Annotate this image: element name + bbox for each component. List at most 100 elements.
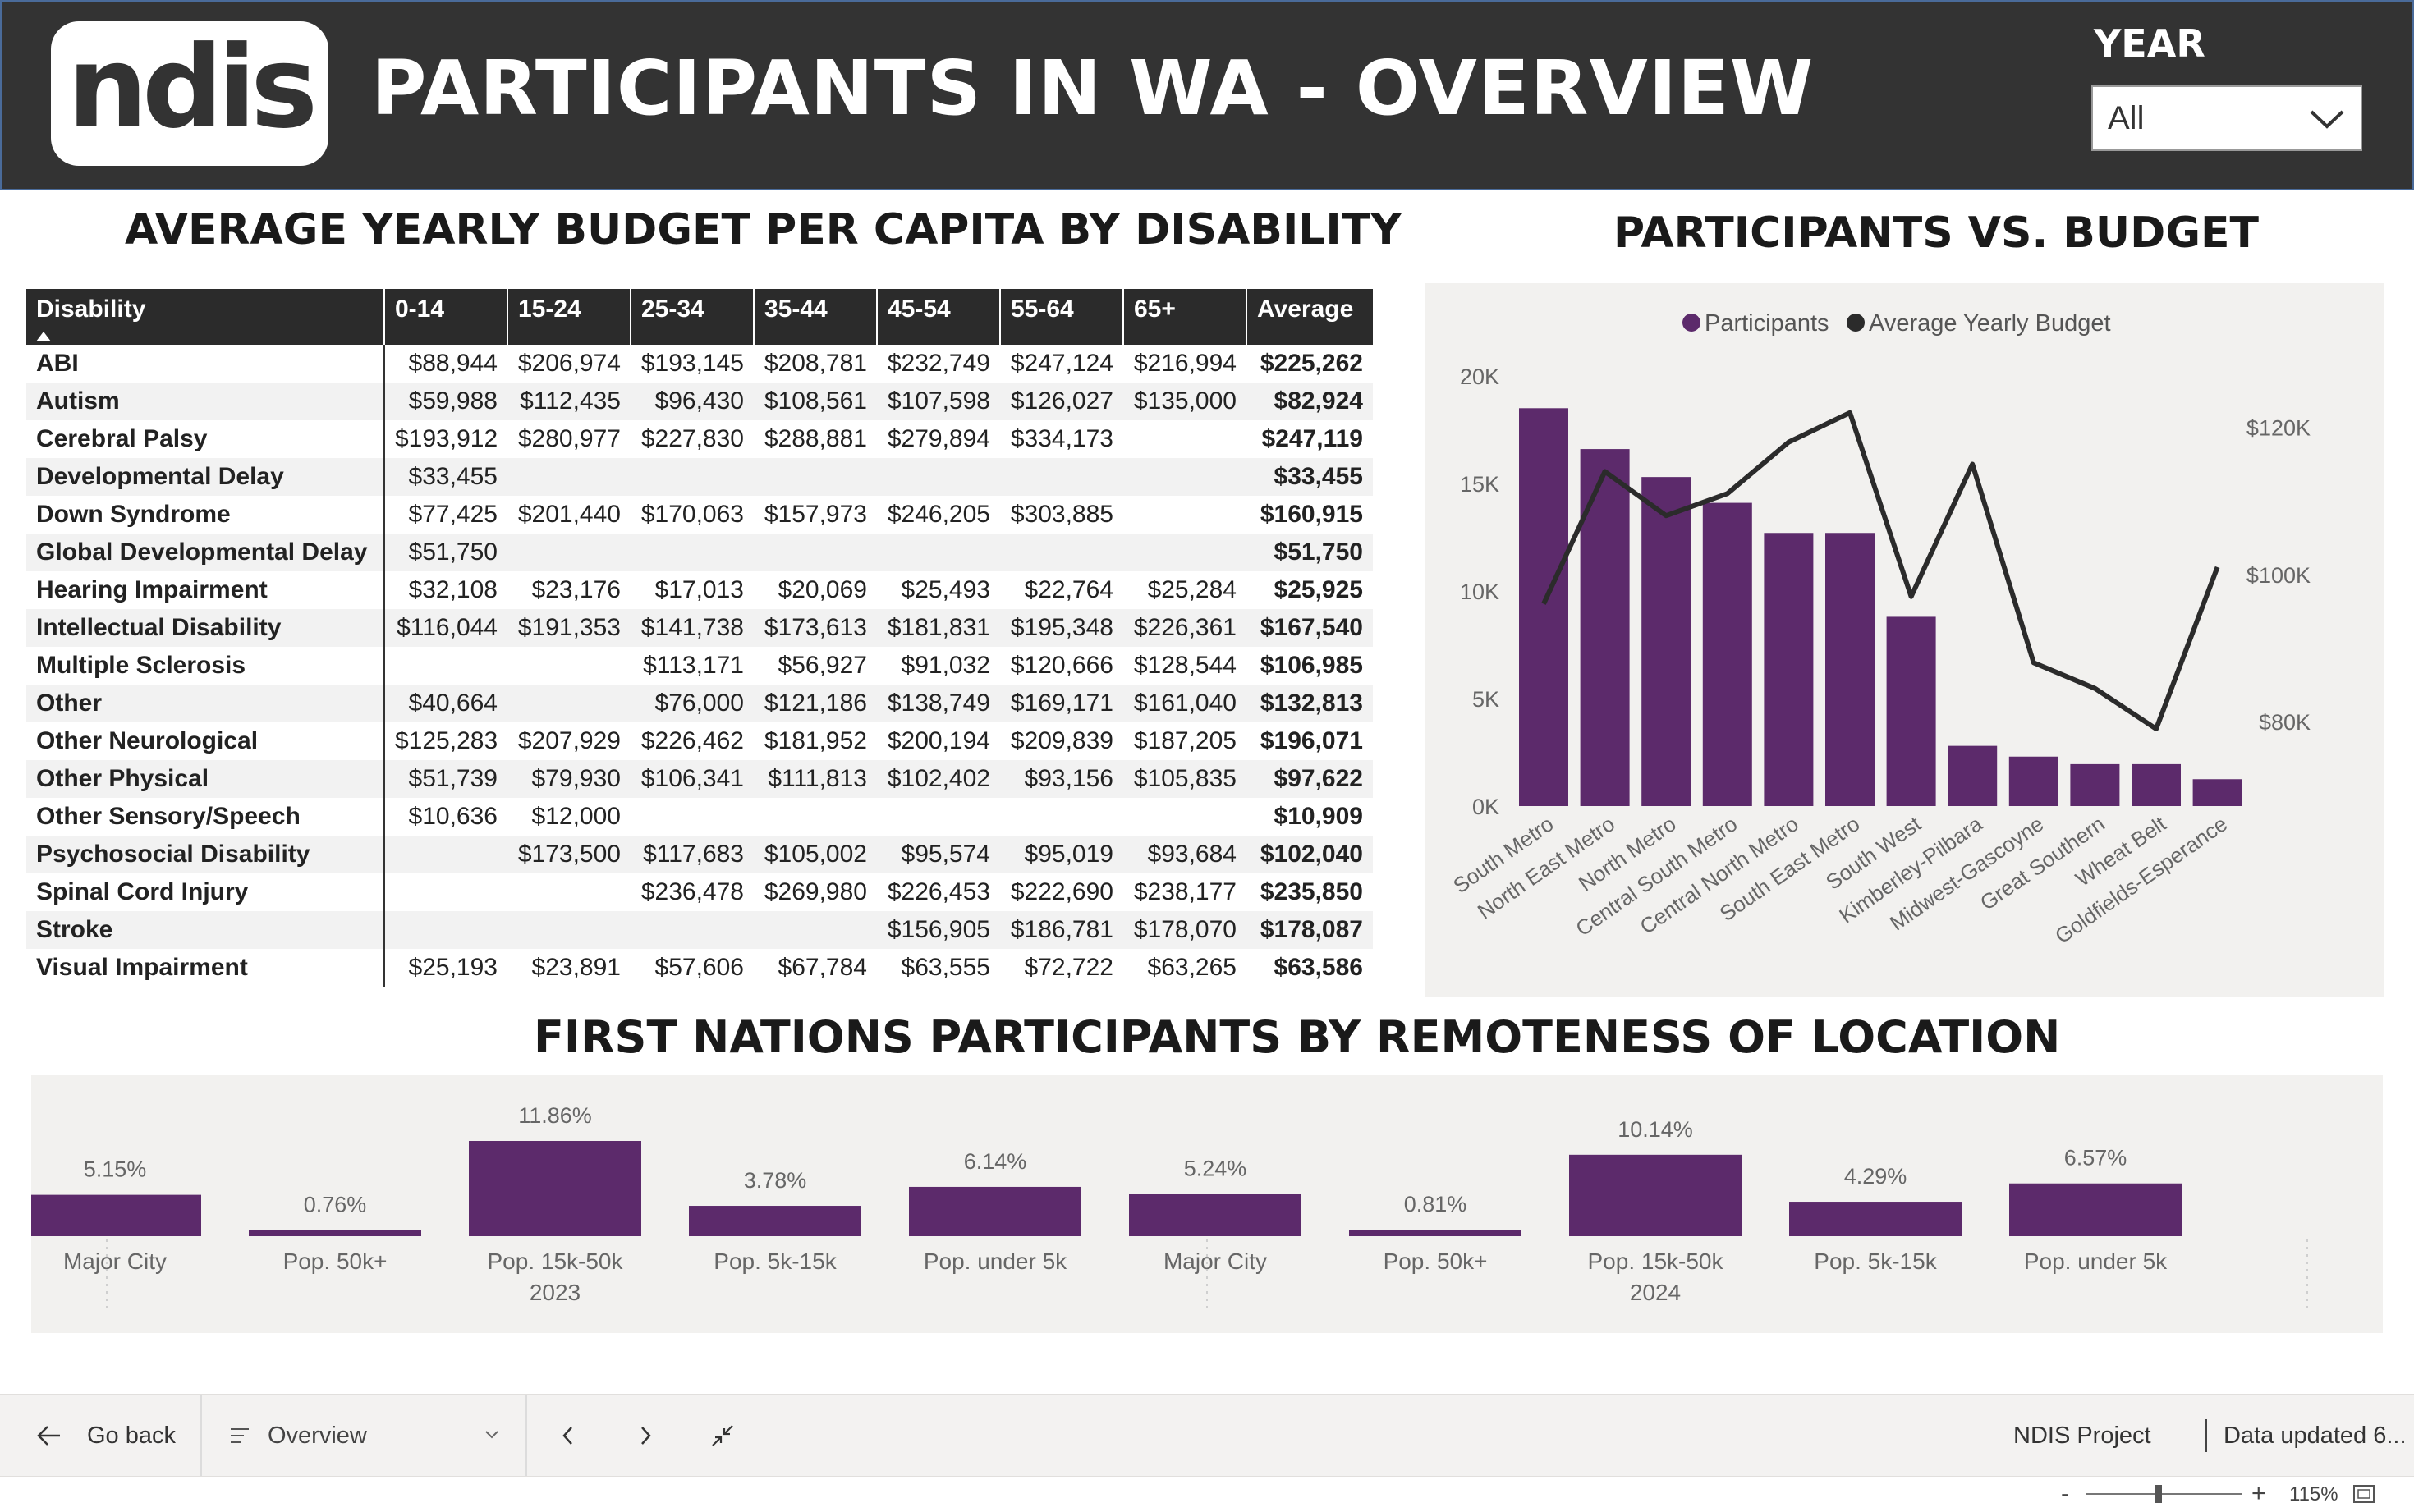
budget-cell: $23,891 <box>531 954 621 981</box>
previous-page-button[interactable] <box>552 1395 585 1477</box>
table-row[interactable]: Autism $59,988 $112,435 $96,430 $108,561 $107… <box>26 383 1373 420</box>
budget-cell: $59,988 <box>384 383 507 420</box>
first-nations-bar <box>1129 1194 1301 1236</box>
first-nations-bar <box>249 1230 421 1236</box>
table-row[interactable]: Psychosocial Disability $173,500 $117,683 $… <box>26 836 1373 873</box>
budget-cell: $201,440 <box>517 501 621 528</box>
chevron-right-icon <box>636 1424 654 1447</box>
collapse-icon <box>711 1424 734 1447</box>
report-navigation-bar: Go back Overview NDIS Project Data updat… <box>0 1394 2414 1477</box>
average-cell: $33,455 <box>1246 458 1373 496</box>
participants-bar <box>1580 449 1630 806</box>
disability-name-cell: Other Physical <box>26 760 385 798</box>
column-header[interactable]: 15-24 <box>507 289 631 345</box>
first-nations-remoteness-chart[interactable]: 5.15% Major City 0.76% Pop. 50k+ 11.86% Pop. … <box>29 1075 2383 1333</box>
chevron-down-icon <box>2306 99 2347 140</box>
budget-cell: $232,749 <box>887 350 990 377</box>
table-row[interactable]: Cerebral Palsy $193,912 $280,977 $227,830 $2… <box>26 420 1373 458</box>
budget-table-title: AVERAGE YEARLY BUDGET PER CAPITA BY DISA… <box>125 205 1402 254</box>
column-header[interactable]: Disability <box>26 289 384 345</box>
average-cell: $160,915 <box>1260 501 1363 528</box>
zoom-out-button[interactable]: - <box>2061 1480 2069 1507</box>
budget-cell: $206,974 <box>517 350 621 377</box>
budget-cell: $63,265 <box>1147 954 1237 981</box>
table-row[interactable]: Intellectual Disability $116,044 $191,353 $… <box>26 609 1373 647</box>
table-row[interactable]: Other Neurological $125,283 $207,929 $226,4… <box>26 722 1373 760</box>
next-page-button[interactable] <box>629 1395 662 1477</box>
budget-cell: $56,927 <box>778 652 867 679</box>
budget-cell <box>1000 458 1123 496</box>
budget-cell <box>754 458 877 496</box>
go-back-button[interactable]: Go back <box>36 1395 200 1477</box>
table-row[interactable]: Hearing Impairment $32,108 $23,176 $17,013 $… <box>26 571 1373 609</box>
column-header[interactable]: 25-34 <box>630 289 754 345</box>
budget-cell: $25,284 <box>1147 576 1237 603</box>
table-row[interactable]: Multiple Sclerosis $113,171 $56,927 $91,032… <box>26 647 1373 685</box>
remoteness-category-label: Pop. 15k-50k <box>1588 1249 1724 1274</box>
budget-cell: $112,435 <box>507 383 631 420</box>
budget-cell <box>1123 798 1246 836</box>
participants-bar <box>2132 763 2181 806</box>
budget-cell <box>1000 534 1123 571</box>
budget-cell: $187,205 <box>1133 727 1237 754</box>
table-row[interactable]: Other Physical $51,739 $79,930 $106,341 $111… <box>26 760 1373 798</box>
column-header[interactable]: 65+ <box>1122 289 1246 345</box>
budget-cell: $222,690 <box>1010 878 1113 905</box>
zoom-slider-thumb[interactable] <box>2155 1485 2163 1503</box>
average-cell: $247,119 <box>1261 425 1363 452</box>
table-row[interactable]: Developmental Delay $33,455 $33,455 <box>26 458 1373 496</box>
budget-cell <box>877 534 1000 571</box>
budget-cell: $106,341 <box>631 760 754 798</box>
left-axis-tick-label: 20K <box>1460 364 1499 389</box>
table-row[interactable]: Spinal Cord Injury $236,478 $269,980 $226,4… <box>26 873 1373 911</box>
budget-cell: $169,171 <box>1000 685 1123 722</box>
budget-cell: $280,977 <box>517 425 621 452</box>
table-row[interactable]: Visual Impairment $25,193 $23,891 $57,606 $6… <box>26 949 1373 987</box>
column-header[interactable]: 0-14 <box>383 289 507 345</box>
column-header[interactable]: Average <box>1246 289 1373 345</box>
right-axis-tick-label: $120K <box>2246 416 2311 441</box>
participants-bar <box>1519 408 1568 806</box>
table-row[interactable]: ABI $88,944 $206,974 $193,145 $208,781 $232,7… <box>26 345 1373 383</box>
disability-name-cell: Visual Impairment <box>26 949 385 987</box>
participants-vs-budget-chart[interactable]: Participants Average Yearly Budget 0K 5K 10K… <box>1425 283 2384 997</box>
table-row[interactable]: Stroke $156,905 $186,781 $178,070 $178,087 <box>26 911 1373 949</box>
left-axis-tick-label: 0K <box>1472 795 1499 819</box>
budget-cell: $226,462 <box>640 727 744 754</box>
legend-budget-label: Average Yearly Budget <box>1869 310 2111 337</box>
table-row[interactable]: Other Sensory/Speech $10,636 $12,000 $10,90… <box>26 798 1373 836</box>
budget-cell: $116,044 <box>384 609 507 647</box>
disability-name-cell: Stroke <box>26 911 385 949</box>
column-header[interactable]: 45-54 <box>876 289 1000 345</box>
participants-bar <box>1886 616 1936 806</box>
table-row[interactable]: Global Developmental Delay $51,750 $51,750 <box>26 534 1373 571</box>
budget-cell: $91,032 <box>901 652 990 679</box>
budget-cell: $279,894 <box>887 425 990 452</box>
budget-cell: $40,664 <box>384 685 507 722</box>
budget-cell: $178,070 <box>1123 911 1246 949</box>
year-dropdown[interactable]: All <box>2091 85 2362 151</box>
column-header[interactable]: 35-44 <box>753 289 877 345</box>
right-axis-tick-label: $100K <box>2246 563 2311 588</box>
fit-page-button[interactable] <box>2353 1485 2375 1503</box>
page-selector[interactable]: Overview <box>230 1395 501 1477</box>
average-cell: $102,040 <box>1246 836 1373 873</box>
zoom-in-button[interactable]: + <box>2251 1480 2266 1507</box>
budget-cell: $181,831 <box>877 609 1000 647</box>
column-header[interactable]: 55-64 <box>999 289 1123 345</box>
table-row[interactable]: Down Syndrome $77,425 $201,440 $170,063 $157… <box>26 496 1373 534</box>
budget-cell: $102,402 <box>877 760 1000 798</box>
budget-cell: $141,738 <box>631 609 754 647</box>
budget-cell: $20,069 <box>778 576 867 603</box>
remoteness-category-label: Pop. 15k-50k <box>488 1249 624 1274</box>
bar-data-label: 3.78% <box>744 1168 807 1193</box>
zoom-slider[interactable] <box>2086 1485 2242 1503</box>
budget-cell <box>384 836 507 873</box>
budget-cell: $288,881 <box>764 425 867 452</box>
exit-fullscreen-button[interactable] <box>706 1395 739 1477</box>
budget-cell: $125,283 <box>395 727 498 754</box>
budget-cell <box>507 534 631 571</box>
budget-cell: $126,027 <box>1000 383 1123 420</box>
table-row[interactable]: Other $40,664 $76,000 $121,186 $138,749 $169,… <box>26 685 1373 722</box>
average-cell: $82,924 <box>1246 383 1373 420</box>
